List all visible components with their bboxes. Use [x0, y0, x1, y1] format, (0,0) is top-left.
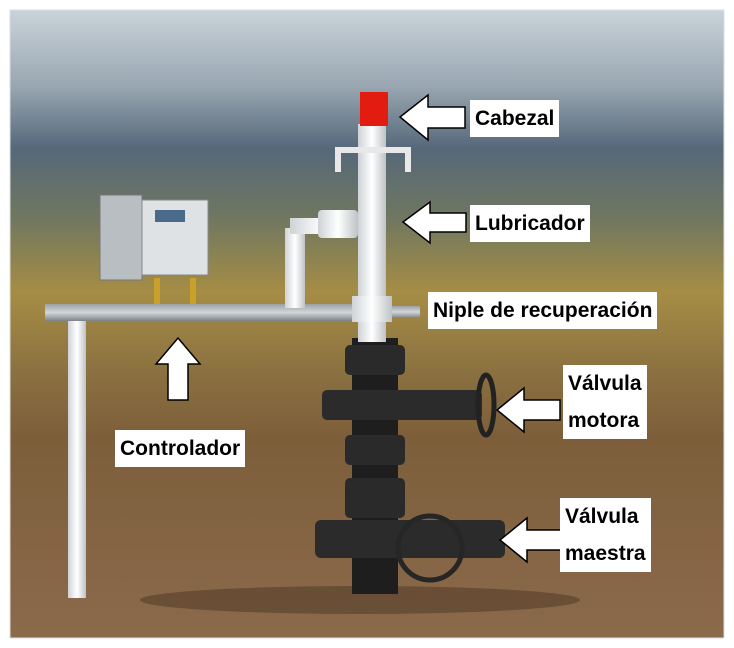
controller-door — [100, 195, 142, 280]
head-cap — [360, 92, 388, 126]
label-line: Lubricador — [475, 205, 585, 242]
label-line: Cabezal — [475, 100, 554, 137]
controller-wire — [190, 278, 196, 304]
wellhead-flange — [345, 435, 405, 465]
controller-wire — [154, 278, 160, 304]
flow-line — [45, 304, 365, 321]
lubricator-valve — [318, 210, 358, 238]
photo-page: Cabezal Lubricador Niple de recuperación Vá… — [0, 0, 734, 648]
label-line: Niple de recuperación — [433, 292, 652, 329]
controller-screen — [155, 210, 185, 222]
support-pipe — [68, 308, 86, 598]
wellhead-flange — [345, 478, 405, 518]
motor-valve — [322, 390, 482, 420]
label-line: maestra — [565, 535, 646, 572]
label-line: Controlador — [120, 430, 240, 467]
recovery-nipple — [352, 296, 392, 322]
callout-label: Lubricador — [470, 205, 590, 242]
label-line: Válvula — [568, 365, 642, 402]
callout-label: Controlador — [115, 430, 245, 467]
wellhead-flange — [345, 345, 405, 375]
label-line: motora — [568, 402, 642, 439]
label-line: Válvula — [565, 498, 646, 535]
callout-label: Cabezal — [470, 100, 559, 137]
callout-label: Niple de recuperación — [428, 292, 657, 329]
bypass-pipe — [285, 228, 305, 308]
